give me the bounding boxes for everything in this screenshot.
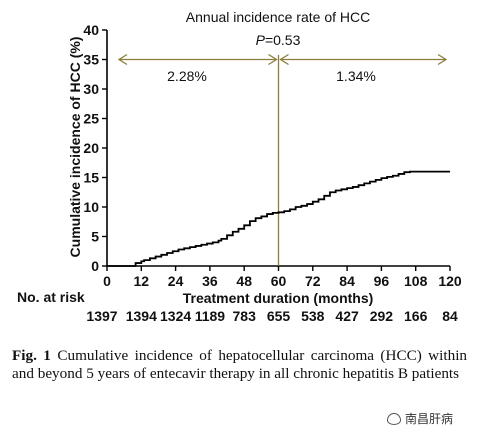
risk-number: 1189 — [195, 308, 226, 324]
x-tick-label: 84 — [339, 273, 355, 289]
risk-number: 538 — [301, 308, 325, 324]
risk-number: 1324 — [160, 308, 191, 324]
figure-caption: Fig. 1 Cumulative incidence of hepatocel… — [12, 347, 467, 383]
y-tick-label: 20 — [83, 140, 99, 156]
y-tick-label: 10 — [83, 199, 99, 215]
x-tick-label: 60 — [271, 273, 287, 289]
km-chart: Annual incidence rate of HCC P=0.53 2.28… — [17, 9, 462, 324]
x-tick-label: 108 — [404, 273, 428, 289]
y-tick-label: 5 — [91, 229, 99, 245]
risk-number: 1394 — [126, 308, 157, 324]
arrowhead-mid-right — [279, 53, 289, 66]
caption-text: Cumulative incidence of hepatocellular c… — [12, 347, 468, 382]
risk-table-label: No. at risk — [17, 289, 85, 305]
incidence-curve — [107, 170, 450, 267]
arrowhead-right — [437, 53, 448, 66]
rate-before-label: 2.28% — [167, 68, 207, 84]
p-value-label: P=0.53 — [256, 32, 301, 48]
risk-number: 84 — [442, 308, 458, 324]
risk-number: 655 — [267, 308, 291, 324]
risk-number: 427 — [335, 308, 359, 324]
x-axis-label: Treatment duration (months) — [183, 290, 374, 306]
x-tick-label: 96 — [374, 273, 390, 289]
y-tick-label: 35 — [83, 52, 99, 68]
risk-number: 166 — [404, 308, 428, 324]
chart-title: Annual incidence rate of HCC — [186, 9, 370, 25]
watermark-text: 南昌肝病 — [405, 412, 454, 426]
y-tick-label: 25 — [83, 111, 99, 127]
y-tick-label: 15 — [83, 170, 99, 186]
x-tick-label: 72 — [305, 273, 321, 289]
x-tick-label: 36 — [202, 273, 218, 289]
figure-number: Fig. 1 — [12, 347, 51, 364]
rate-after-label: 1.34% — [336, 68, 376, 84]
arrowhead-left — [117, 53, 128, 66]
risk-number: 1397 — [86, 308, 117, 324]
wechat-icon — [387, 412, 401, 425]
y-tick-label: 40 — [83, 22, 99, 38]
risk-number: 292 — [370, 308, 394, 324]
x-tick-label: 120 — [438, 273, 462, 289]
x-tick-label: 12 — [134, 273, 150, 289]
y-tick-label: 0 — [91, 258, 99, 274]
watermark: 南昌肝病 — [387, 410, 453, 427]
x-tick-label: 0 — [103, 273, 111, 289]
risk-number: 783 — [233, 308, 257, 324]
x-tick-label: 48 — [236, 273, 252, 289]
y-axis-label: Cumulative incidence of HCC (%) — [67, 37, 83, 258]
x-tick-label: 24 — [168, 273, 184, 289]
chart-marks: 0 5 10 15 20 25 30 35 40 0 1397 12 1394 24 1324 36 1189 4… — [83, 22, 461, 324]
y-tick-label: 30 — [83, 81, 99, 97]
arrowhead-mid-left — [268, 53, 278, 66]
